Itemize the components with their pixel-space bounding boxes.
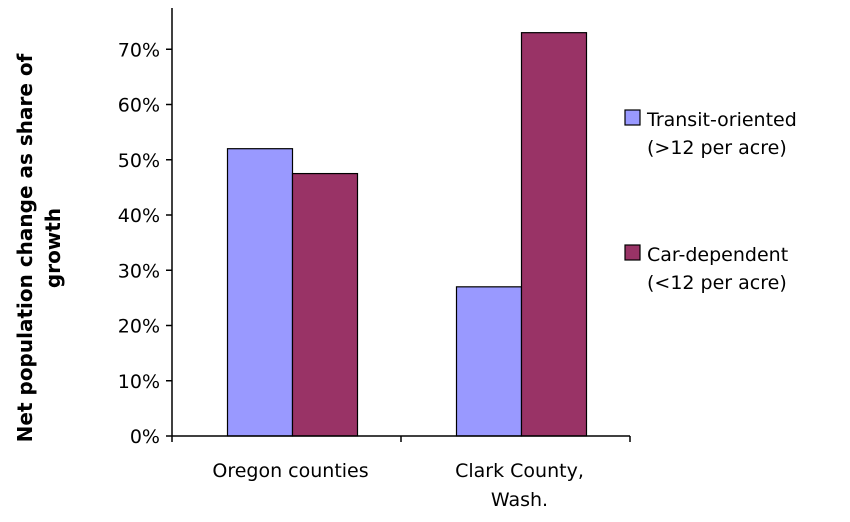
bar-car-dependent-1	[520, 32, 588, 437]
y-tick-label: 60%	[118, 95, 160, 117]
legend: Transit-oriented (>12 per acre) Car-depend…	[624, 109, 797, 294]
bars	[226, 32, 588, 437]
legend-label: (<12 per acre)	[647, 272, 787, 294]
legend-label: Car-dependent	[647, 244, 788, 266]
y-tick-label: 0%	[130, 426, 160, 448]
bar-transit-oriented-0	[226, 148, 294, 437]
bar-transit-oriented-1	[455, 286, 523, 437]
legend-swatch-transit-oriented	[624, 109, 641, 126]
axes	[171, 8, 631, 442]
bar-car-dependent-0	[291, 172, 359, 437]
y-tick-label: 70%	[118, 39, 160, 61]
y-tick-label: 20%	[118, 316, 160, 338]
y-axis-title-line: Net population change as share of	[13, 53, 37, 442]
y-tick-label: 40%	[118, 205, 160, 227]
y-axis-label: Net population change as share of growth	[13, 53, 65, 442]
y-axis-ticks: 0% 10% 20% 30% 40% 50% 60% 70%	[118, 39, 172, 448]
legend-label: Transit-oriented	[646, 109, 797, 131]
legend-swatch-car-dependent	[624, 244, 641, 261]
category-label: Oregon counties	[212, 460, 368, 482]
y-tick-label: 30%	[118, 260, 160, 282]
category-labels: Oregon counties Clark County, Wash.	[212, 460, 584, 511]
category-label: Clark County,	[455, 460, 584, 482]
y-tick-label: 10%	[118, 371, 160, 393]
legend-label: (>12 per acre)	[647, 137, 787, 159]
y-axis-title-line: growth	[41, 208, 65, 288]
y-tick-label: 50%	[118, 150, 160, 172]
category-label: Wash.	[491, 489, 548, 511]
